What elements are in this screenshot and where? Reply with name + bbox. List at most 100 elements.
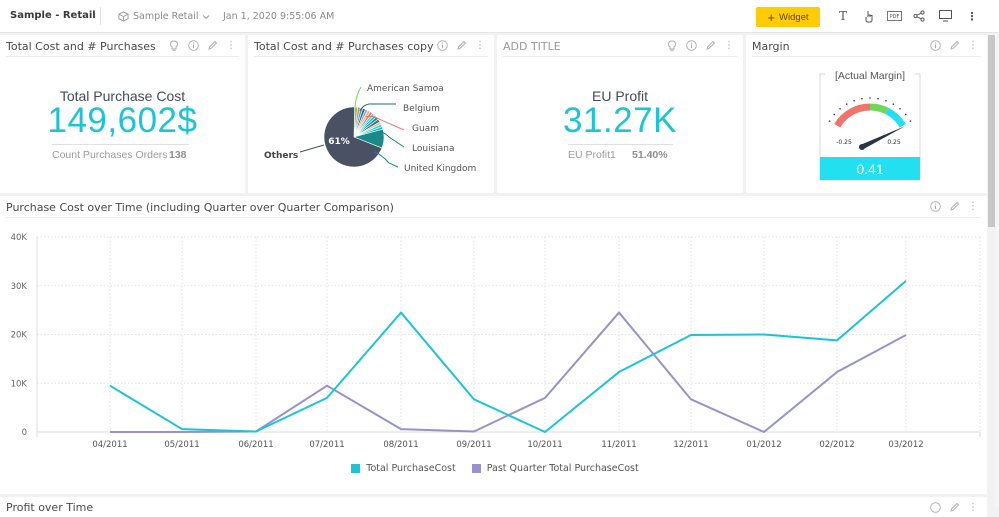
gauge-tick — [899, 107, 901, 110]
legend-item-past-quarter[interactable]: Past Quarter Total PurchaseCost — [471, 463, 639, 474]
legend-label: Past Quarter Total PurchaseCost — [486, 463, 639, 474]
panel-header: Margin ⋮ — [752, 35, 981, 57]
lightbulb-icon[interactable] — [666, 39, 678, 51]
kpi-label: EU Profit — [591, 88, 648, 104]
add-widget-label: Widget — [779, 11, 809, 23]
kpi-label: Total Purchase Cost — [59, 88, 186, 104]
panel-total-cost: Total Cost and # Purchases ⋮ Total Purch… — [0, 35, 245, 193]
svg-text:PDF: PDF — [889, 14, 899, 20]
dashboard-title: Sample - Retail — [10, 10, 96, 21]
panel-title: Purchase Cost over Time (including Quart… — [6, 201, 394, 214]
gauge-tick — [845, 103, 848, 105]
more-icon[interactable]: ⋮ — [966, 9, 978, 23]
add-widget-button[interactable]: + Widget — [756, 7, 820, 27]
gauge-band — [834, 103, 871, 128]
kpi-divider — [568, 144, 673, 145]
divider — [100, 7, 101, 25]
pie-leader-line — [377, 130, 405, 148]
kpi-value: 31.27K — [563, 101, 677, 140]
pdf-icon[interactable]: PDF — [886, 9, 902, 23]
pie-data-label: 61% — [328, 137, 350, 147]
cube-icon — [118, 11, 129, 22]
more-icon[interactable]: ⋮ — [724, 39, 734, 51]
more-icon[interactable]: ⋮ — [968, 39, 978, 51]
gauge-tick — [861, 97, 863, 100]
panel-title: Margin — [752, 40, 790, 53]
pie-label: Guam — [412, 124, 439, 134]
datasource-selector[interactable]: Sample Retail — [118, 11, 210, 22]
monitor-icon[interactable] — [938, 9, 952, 23]
pie-leader-line — [359, 103, 396, 112]
touch-icon[interactable] — [862, 9, 876, 23]
scrollbar-thumb[interactable] — [988, 35, 995, 227]
gauge-band — [869, 103, 889, 115]
edit-icon[interactable] — [455, 39, 467, 51]
gauge-value: 0.41 — [856, 161, 883, 177]
x-tick-label: 02/2012 — [819, 440, 854, 450]
kpi-value: 149,602$ — [47, 101, 198, 140]
more-icon[interactable]: ⋮ — [226, 39, 236, 51]
gauge-tick — [877, 97, 879, 100]
legend-swatch — [351, 464, 361, 473]
info-icon[interactable] — [685, 39, 697, 51]
gauge-tick — [853, 99, 855, 102]
legend-item-total-purchase-cost[interactable]: Total PurchaseCost — [351, 463, 456, 474]
panel-profit-over-time: Profit over Time ⋮ — [0, 497, 987, 517]
kpi-sub-value: 138 — [169, 149, 187, 161]
legend-swatch — [471, 464, 481, 473]
kpi-divider — [52, 144, 189, 145]
info-icon[interactable] — [187, 39, 199, 51]
y-tick-label: 30K — [11, 282, 28, 292]
gauge-needle — [860, 126, 906, 150]
text-icon[interactable]: T — [838, 9, 847, 23]
gauge-tick — [892, 103, 895, 105]
panel-title: Total Cost and # Purchases — [6, 40, 156, 53]
x-tick-label: 10/2011 — [527, 440, 562, 450]
line-chart: 0 10K 20K 30K 40K 04/2011 05/2011 06/2011 07/201… — [11, 233, 981, 450]
panel-header: Total Cost and # Purchases copy ⋮ — [254, 35, 488, 57]
x-tick-label: 12/2011 — [673, 440, 708, 450]
more-icon[interactable]: ⋮ — [968, 200, 978, 212]
plus-icon: + — [767, 9, 775, 25]
x-tick-label: 04/2011 — [92, 440, 127, 450]
panel-purchase-cost-over-time: Purchase Cost over Time (including Quart… — [0, 196, 987, 494]
more-icon[interactable]: ⋮ — [475, 39, 485, 51]
lightbulb-icon[interactable] — [168, 39, 180, 51]
scrollbar-track[interactable] — [995, 33, 999, 507]
datasource-label: Sample Retail — [133, 11, 199, 22]
pie-leader-line — [354, 86, 362, 108]
panel-title: Profit over Time — [6, 501, 94, 514]
panel-header: Purchase Cost over Time (including Quart… — [6, 196, 981, 218]
gauge-tick — [839, 107, 841, 110]
info-icon[interactable] — [929, 39, 941, 51]
info-icon[interactable] — [929, 501, 941, 513]
edit-icon[interactable] — [948, 39, 960, 51]
panel-eu-profit: ADD TITLE ⋮ EU Profit 31.27K EU Profit1 … — [497, 35, 743, 193]
x-tick-label: 05/2011 — [164, 440, 199, 450]
edit-icon[interactable] — [948, 501, 960, 513]
pie-leader-line — [365, 115, 405, 131]
edit-icon[interactable] — [206, 39, 218, 51]
info-icon[interactable] — [929, 200, 941, 212]
gauge-label: [Actual Margin] — [835, 70, 905, 82]
y-tick-label: 0 — [22, 428, 27, 438]
more-icon[interactable]: ⋮ — [968, 501, 978, 513]
info-icon[interactable] — [436, 39, 448, 51]
y-tick-label: 10K — [11, 379, 28, 389]
series-line-total-purchase-cost[interactable] — [109, 280, 907, 433]
edit-icon[interactable] — [704, 39, 716, 51]
timestamp: Jan 1, 2020 9:55:06 AM — [223, 11, 335, 22]
panel-title[interactable]: ADD TITLE — [503, 40, 561, 53]
chevron-down-icon — [203, 14, 210, 19]
pie-label: Louisiana — [412, 144, 455, 154]
kpi-sub-value: 51.40% — [632, 149, 668, 161]
y-tick-label: 40K — [11, 233, 28, 243]
pie-label: Belgium — [403, 104, 440, 114]
edit-icon[interactable] — [948, 200, 960, 212]
chart-legend: Total PurchaseCost Past Quarter Total Pu… — [0, 463, 990, 474]
pie-chart: 61% American Samoa Belgium Guam Louisiana Uni… — [264, 84, 476, 174]
pie-slice[interactable] — [323, 106, 383, 168]
gauge-max-label: 0.25 — [887, 139, 901, 146]
top-bar: Sample - Retail Sample Retail Jan 1, 202… — [0, 0, 999, 33]
share-icon[interactable] — [912, 9, 926, 23]
